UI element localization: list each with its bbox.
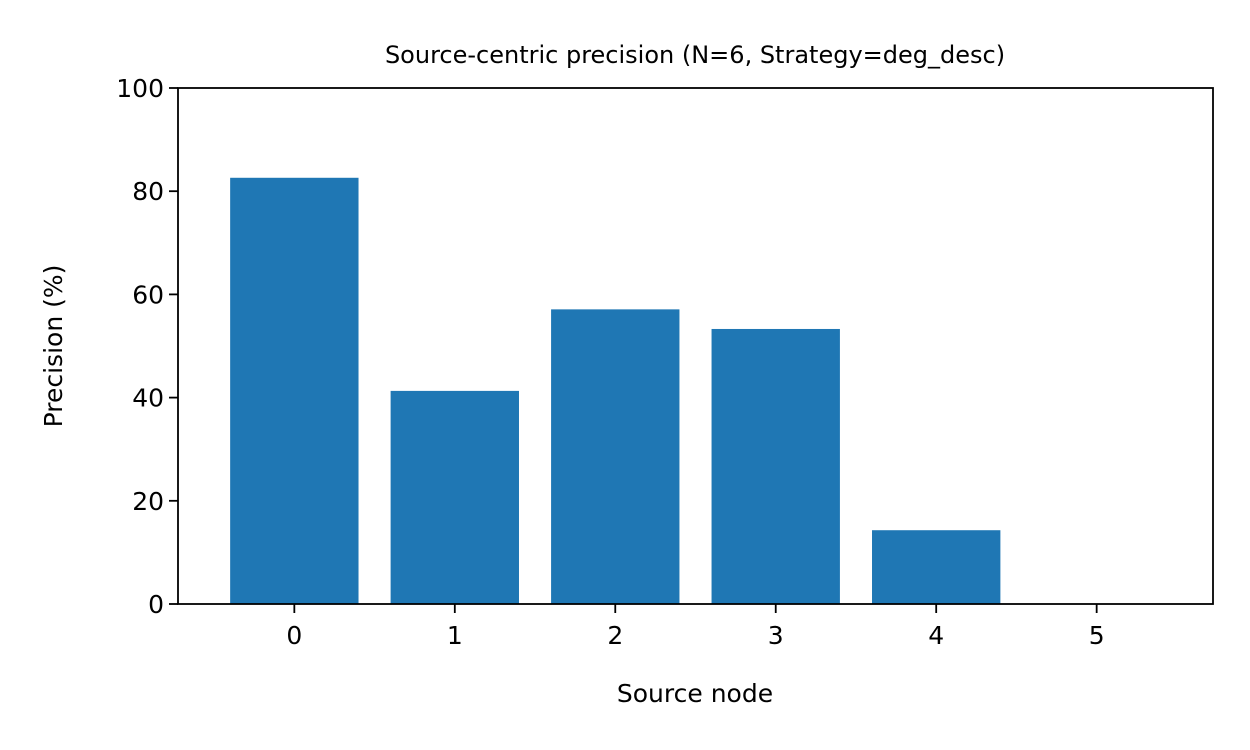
x-tick-label: 1 [447, 621, 463, 650]
x-tick-label: 4 [928, 621, 944, 650]
bar-4 [872, 530, 1001, 604]
bar-1 [390, 390, 519, 604]
bar-2 [551, 309, 680, 604]
y-tick-label: 60 [132, 280, 164, 309]
plot-frame [177, 87, 1214, 605]
bar-0 [230, 177, 359, 604]
bars-layer [230, 177, 1001, 604]
y-axis-label: Precision (%) [39, 265, 68, 428]
y-tick-label: 0 [148, 590, 164, 619]
x-tick-label: 3 [768, 621, 784, 650]
x-axis: 0 1 2 3 4 5 [286, 604, 1105, 650]
y-tick-label: 40 [132, 384, 164, 413]
y-tick-label: 80 [132, 177, 164, 206]
y-tick-label: 100 [116, 74, 164, 103]
x-axis-label: Source node [617, 679, 773, 708]
x-tick-label: 0 [286, 621, 302, 650]
x-tick-label: 5 [1089, 621, 1105, 650]
y-axis: 0 20 40 60 80 100 [116, 74, 178, 619]
chart-title: Source-centric precision (N=6, Strategy=… [385, 41, 1005, 69]
bar-3 [711, 328, 840, 604]
x-tick-label: 2 [607, 621, 623, 650]
y-tick-label: 20 [132, 487, 164, 516]
